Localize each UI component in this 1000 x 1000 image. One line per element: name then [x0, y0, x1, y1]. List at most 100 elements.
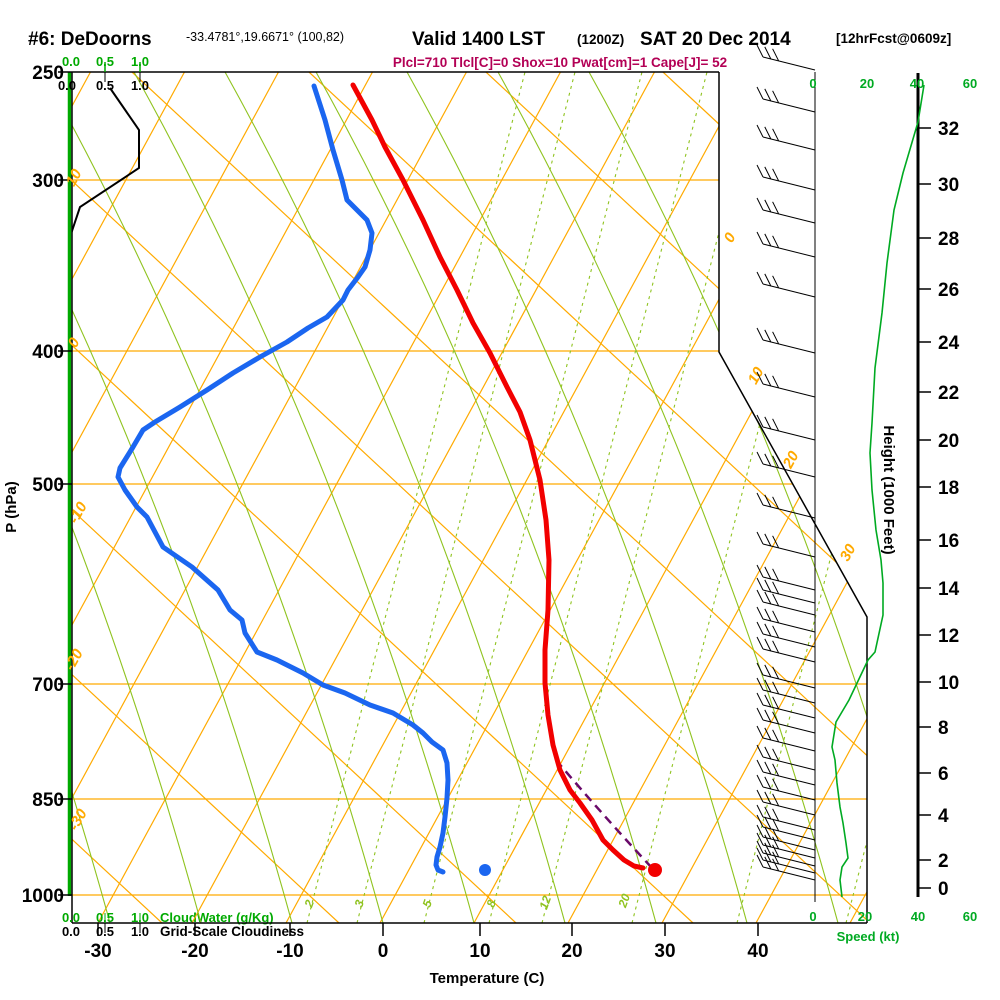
speed-tick-label-top: 40	[910, 76, 924, 91]
wind-barb	[756, 840, 816, 867]
cloudiness-top-tick: 0.5	[96, 78, 114, 93]
isotherm-label-right: 10	[745, 364, 768, 387]
dewpoint-curve	[115, 83, 451, 875]
pressure-tick-label: 850	[32, 790, 64, 811]
wind-barb	[756, 271, 816, 298]
temperature-tick-label: -10	[276, 941, 303, 962]
pressure-tick-label: 300	[32, 171, 64, 192]
speed-tick-label-top: 0	[809, 76, 816, 91]
surface-temperature-dot	[648, 863, 662, 877]
cloudwater-bottom-tick: 0.0	[62, 910, 80, 925]
speed-tick-label-bottom: 60	[963, 909, 977, 924]
wind-barb	[756, 854, 816, 881]
wind-barb	[756, 327, 816, 354]
valid-time: Valid 1400 LST	[412, 29, 545, 50]
wind-barb	[756, 564, 816, 591]
station-coords: -33.4781°,19.6671° (100,82)	[186, 30, 344, 44]
cloudiness-bottom-tick: 0.5	[96, 924, 114, 939]
wind-barb	[756, 804, 816, 831]
pressure-tick-label: 500	[32, 475, 64, 496]
isotherm-label-right: 20	[779, 448, 803, 472]
wind-barb	[756, 197, 816, 224]
mixing-ratio-label: 5	[420, 898, 436, 909]
wind-barb	[756, 531, 816, 558]
pressure-tick-label: 1000	[22, 886, 64, 907]
wind-barb	[756, 847, 816, 874]
wind-barb	[756, 451, 816, 478]
cloudiness-top-tick: 0.0	[58, 78, 76, 93]
pressure-axis-title: P (hPa)	[3, 481, 20, 532]
wind-barb	[756, 759, 816, 786]
height-tick-label: 4	[938, 806, 949, 827]
temperature-tick-label: -30	[84, 941, 111, 962]
speed-tick-label-bottom: 20	[858, 909, 872, 924]
isotherm-label-right: 30	[837, 541, 860, 564]
wind-barb	[756, 789, 816, 816]
cloudiness-profile	[72, 87, 140, 238]
wind-barb	[756, 414, 816, 441]
cloudiness-axis-title: Grid-Scale Cloudiness	[160, 924, 304, 939]
forecast-tag: [12hrFcst@0609z]	[836, 31, 951, 46]
surface-dewpoint-dot	[479, 864, 491, 876]
isotherm-label-right: 0	[721, 229, 740, 245]
parcel-ascent-path	[555, 759, 653, 869]
cloudwater-bottom-tick: 0.5	[96, 910, 114, 925]
wind-barb	[756, 606, 816, 633]
speed-tick-label-bottom: 40	[911, 909, 925, 924]
wind-barb	[756, 662, 816, 689]
height-axis-title: Height (1000 Feet)	[880, 425, 897, 554]
height-tick-label: 0	[938, 879, 949, 900]
wind-barb	[756, 492, 816, 519]
height-tick-label: 12	[938, 626, 959, 647]
wind-barb	[756, 707, 816, 734]
temperature-tick-label: 20	[561, 941, 582, 962]
isotherm-label-left: 10	[63, 166, 86, 189]
plot-borders	[58, 62, 868, 936]
height-tick-label: 32	[938, 119, 959, 140]
sounding-curves	[72, 82, 662, 877]
height-tick-label: 26	[938, 280, 959, 301]
cloudwater-bottom-tick: 1.0	[131, 910, 149, 925]
valid-date: SAT 20 Dec 2014	[640, 29, 791, 50]
wind-barb	[756, 692, 816, 719]
wind-barb	[756, 371, 816, 398]
wind-barb	[756, 774, 816, 801]
cloudwater-top-tick: 0.5	[96, 54, 114, 69]
pressure-tick-label: 250	[32, 63, 64, 84]
cloudiness-bottom-tick: 1.0	[131, 924, 149, 939]
wind-barb	[756, 832, 816, 859]
temperature-tick-label: 0	[378, 941, 389, 962]
wind-barb	[756, 577, 816, 604]
height-tick-label: 8	[938, 718, 949, 739]
speed-tick-label-top: 60	[963, 76, 977, 91]
height-tick-label: 20	[938, 431, 959, 452]
isotherm-label-left: 0	[65, 334, 84, 350]
skewt-grid-orange	[72, 72, 867, 923]
wind-barb	[756, 814, 816, 841]
cloudwater-axis-title: CloudWater (g/Kg)	[160, 910, 274, 925]
wind-barb	[756, 824, 816, 851]
speed-axis-title: Speed (kt)	[837, 929, 900, 944]
zulu-time: (1200Z)	[577, 32, 624, 47]
cloudwater-top-tick: 1.0	[131, 54, 149, 69]
speed-tick-label-bottom: 0	[809, 909, 816, 924]
cloudiness-top-tick: 1.0	[131, 78, 149, 93]
pressure-tick-label: 400	[32, 342, 64, 363]
mixing-ratio-label: 8	[484, 898, 500, 909]
mixing-ratio-label: 12	[536, 894, 554, 912]
wind-barb	[756, 677, 816, 704]
wind-barb	[756, 636, 816, 663]
stability-indices: Plcl=710 Tlcl[C]=0 Shox=10 Pwat[cm]=1 Ca…	[393, 55, 727, 70]
height-tick-label: 14	[938, 579, 960, 600]
temperature-tick-label: 10	[469, 941, 490, 962]
cloudwater-top-tick: 0.0	[62, 54, 80, 69]
temperature-axis-title: Temperature (C)	[430, 970, 545, 987]
height-tick-label: 18	[938, 478, 959, 499]
wind-barbs	[756, 44, 816, 902]
temperature-curve	[350, 82, 646, 871]
height-tick-label: 6	[938, 764, 949, 785]
height-tick-label: 22	[938, 383, 959, 404]
wind-barb	[756, 725, 816, 752]
